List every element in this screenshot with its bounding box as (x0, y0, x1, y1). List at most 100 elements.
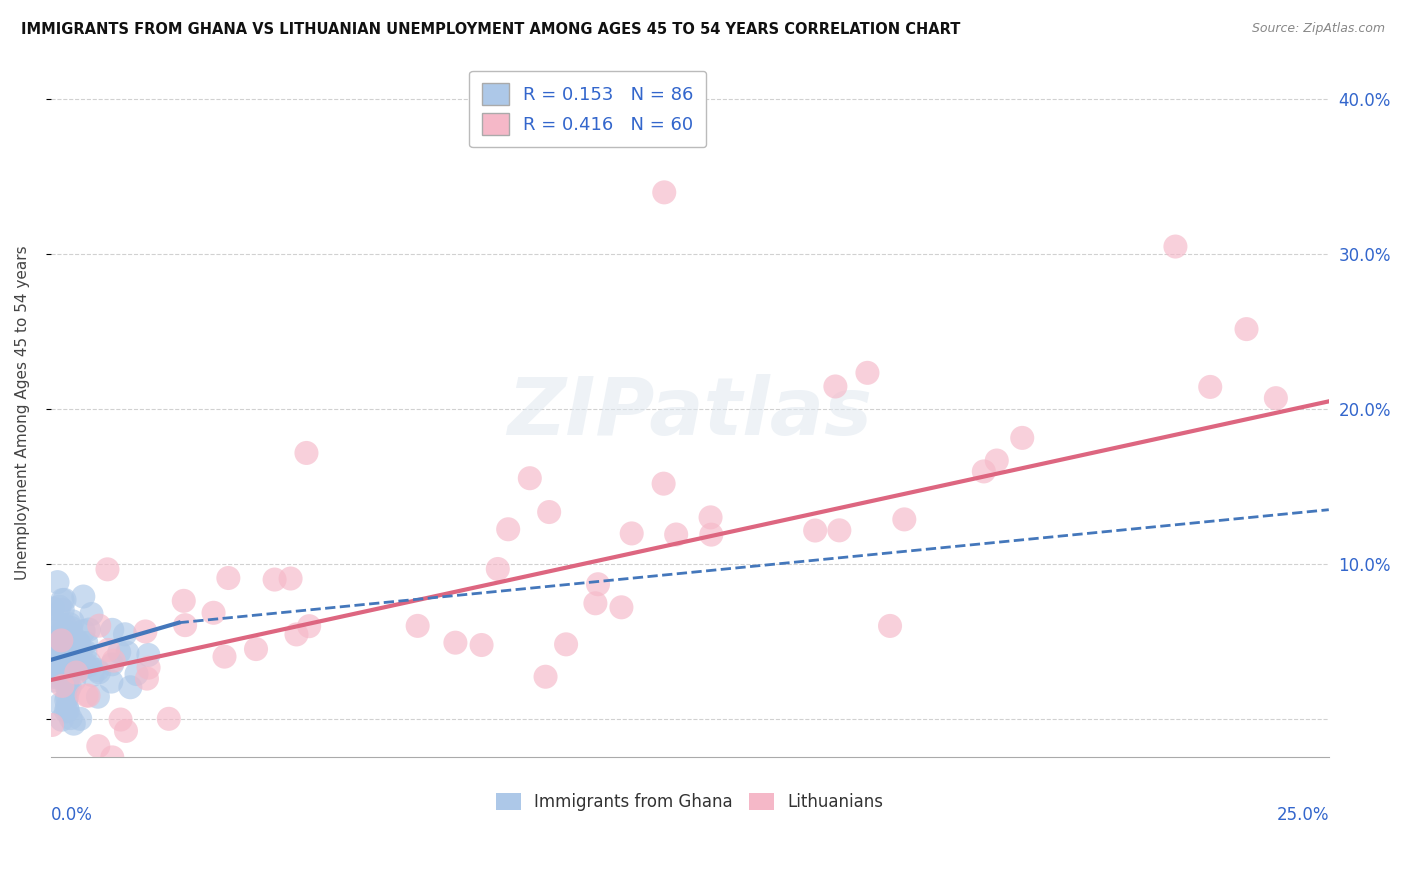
Point (58, 682, 80, 697)
Point (76, 689, 98, 703)
Point (89, 618, 111, 632)
Point (69, 656, 91, 670)
Point (1199, 380, 1222, 394)
Text: 25.0%: 25.0% (1277, 805, 1329, 823)
Point (1264, 391, 1286, 405)
Point (67, 636, 90, 650)
Point (41, 656, 63, 670)
Point (59, 711, 82, 725)
Point (117, 646, 139, 660)
Point (298, 619, 321, 633)
Point (44, 670, 66, 684)
Point (120, 680, 142, 694)
Point (55, 679, 77, 693)
Point (58, 628, 80, 642)
Point (973, 464, 995, 478)
Point (217, 571, 239, 585)
Point (1164, 239, 1187, 253)
Point (55, 693, 77, 707)
Point (77, 623, 100, 637)
Point (138, 660, 160, 674)
Point (101, 623, 124, 637)
Point (49, 641, 72, 656)
Point (75, 636, 97, 650)
Point (55, 704, 77, 718)
Point (48, 638, 70, 652)
Point (97, 643, 120, 657)
Point (44, 615, 66, 629)
Point (49, 628, 72, 642)
Text: Source: ZipAtlas.com: Source: ZipAtlas.com (1251, 22, 1385, 36)
Point (51, 713, 73, 727)
Point (75, 658, 97, 673)
Point (285, 627, 308, 641)
Point (214, 649, 236, 664)
Point (245, 642, 267, 657)
Point (406, 619, 429, 633)
Point (1011, 431, 1033, 445)
Point (519, 471, 541, 485)
Point (53, 624, 76, 639)
Point (53, 593, 76, 607)
Point (125, 667, 148, 681)
Point (138, 648, 160, 662)
Point (87, 739, 110, 754)
Point (101, 657, 124, 672)
Point (828, 524, 851, 538)
Point (42, 622, 65, 636)
Point (46, 575, 69, 590)
Point (114, 627, 136, 641)
Point (77, 658, 100, 673)
Point (65, 633, 87, 648)
Point (52, 603, 75, 617)
Point (67, 648, 90, 663)
Point (110, 713, 132, 727)
Point (173, 594, 195, 608)
Point (39, 643, 62, 657)
Point (41, 649, 63, 664)
Point (56, 689, 79, 703)
Point (174, 618, 197, 632)
Point (280, 572, 302, 586)
Point (49, 698, 72, 712)
Point (52, 662, 75, 676)
Point (59, 668, 82, 682)
Point (70, 642, 93, 657)
Point (62, 615, 84, 629)
Point (202, 606, 225, 620)
Point (879, 619, 901, 633)
Point (77, 689, 100, 703)
Point (65, 665, 87, 680)
Point (53, 665, 76, 679)
Point (48, 632, 70, 647)
Point (610, 600, 633, 615)
Point (100, 674, 122, 689)
Point (45, 631, 67, 645)
Point (444, 635, 467, 649)
Text: 0.0%: 0.0% (51, 805, 93, 823)
Point (82, 668, 104, 682)
Text: ZIPatlas: ZIPatlas (508, 374, 872, 452)
Point (96, 562, 118, 576)
Legend: R = 0.153   N = 86, R = 0.416   N = 60: R = 0.153 N = 86, R = 0.416 N = 60 (470, 70, 706, 147)
Point (87, 665, 110, 680)
Point (72, 661, 94, 675)
Point (538, 505, 561, 519)
Point (824, 379, 846, 393)
Point (804, 524, 827, 538)
Point (486, 562, 509, 576)
Point (48, 599, 70, 614)
Point (44, 668, 66, 682)
Point (86, 663, 108, 677)
Point (620, 526, 643, 541)
Point (51, 633, 73, 648)
Point (52, 666, 75, 681)
Point (87, 690, 110, 704)
Point (42, 673, 65, 688)
Point (471, 638, 494, 652)
Point (55, 628, 77, 642)
Point (699, 510, 721, 524)
Point (136, 672, 159, 686)
Point (41, 718, 63, 732)
Point (45, 635, 67, 649)
